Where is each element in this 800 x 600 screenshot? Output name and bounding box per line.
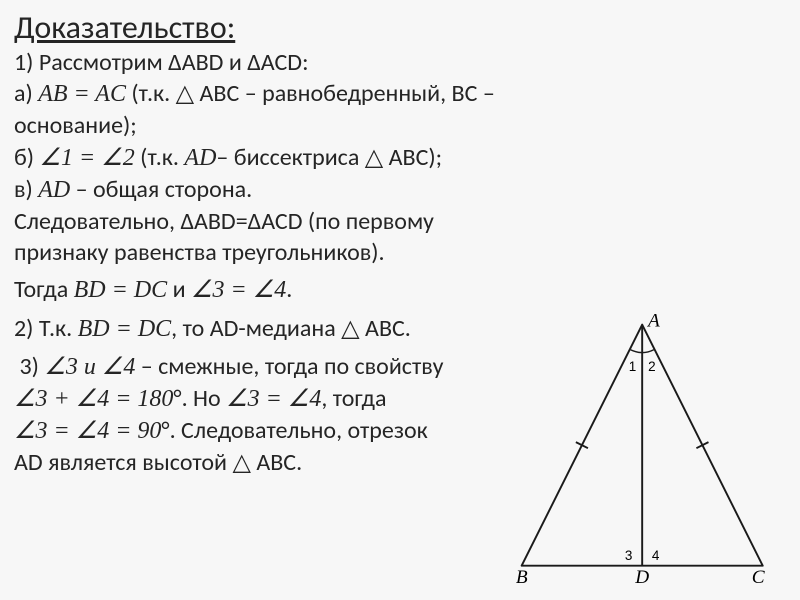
s3-l3-deg: ° xyxy=(161,416,169,445)
b-ad: AD xyxy=(184,145,216,171)
s3-l4-a: AD является высотой xyxy=(14,448,232,477)
s2-eq: BD = DC xyxy=(78,316,172,342)
svg-text:A: A xyxy=(646,314,660,332)
svg-text:3: 3 xyxy=(625,548,633,563)
step3-l3: ∠3 = ∠4 = 90°. Следовательно, отрезок xyxy=(14,415,534,447)
line-a2: основание); xyxy=(14,110,786,141)
s3-l2-end: , тогда xyxy=(321,384,386,413)
svg-text:D: D xyxy=(634,567,649,586)
triangle-figure: A B C D 12 3 4 xyxy=(512,314,782,586)
c-prefix: в) xyxy=(14,175,38,204)
a-tri: △ xyxy=(176,80,194,107)
s2-after: , то AD-медиана xyxy=(171,314,341,343)
concl1: Следовательно, ΔABD=ΔACD (по первому xyxy=(14,206,786,237)
svg-text:B: B xyxy=(516,567,528,586)
s3-l2-mid: . Но xyxy=(182,384,227,413)
c-after: – общая сторона. xyxy=(70,175,252,204)
b-mid: (т.к. xyxy=(135,143,185,172)
s3-prefix: 3) xyxy=(19,352,44,381)
then-eq1: BD = DC xyxy=(74,277,168,303)
b-after: – биссектриса xyxy=(216,143,364,172)
a-after: ABC – равнобедренный, BC – xyxy=(194,79,495,108)
s2-end: ABC. xyxy=(360,314,411,343)
b-end: ABC); xyxy=(383,143,442,172)
svg-text:4: 4 xyxy=(652,548,660,563)
concl2: признаку равенства треугольников). xyxy=(14,237,786,268)
s3-l2-eq2: ∠3 = ∠4 xyxy=(226,386,321,412)
s3-l3-eq: ∠3 = ∠4 = 90 xyxy=(14,418,161,444)
svg-text:2: 2 xyxy=(648,359,656,374)
a-prefix: а) xyxy=(14,79,38,108)
proof-page: { "title": "Доказательство:", "step1_int… xyxy=(0,0,800,600)
c-ad: AD xyxy=(38,177,70,203)
line-a1: а) AB = AC (т.к. △ ABC – равнобедренный,… xyxy=(14,78,786,110)
s2-prefix: 2) Т.к. xyxy=(14,314,78,343)
step3-l4: AD является высотой △ ABC. xyxy=(14,447,534,478)
s3-ang: ∠3 и ∠4 xyxy=(44,354,135,380)
s3-l2-eq1: ∠3 + ∠4 = 180 xyxy=(14,386,173,412)
svg-text:1: 1 xyxy=(629,359,637,374)
line-then: Тогда BD = DC и ∠3 = ∠4. xyxy=(14,274,786,306)
step1-intro: 1) Рассмотрим ΔABD и ΔACD: xyxy=(14,47,786,78)
step3-l1: 3) ∠3 и ∠4 – смежные, тогда по свойству xyxy=(14,351,534,383)
proof-title: Доказательство: xyxy=(14,8,786,47)
then-prefix: Тогда xyxy=(14,275,74,304)
b-eq: ∠1 = ∠2 xyxy=(40,145,135,171)
s3-l3-after: . Следовательно, отрезок xyxy=(170,416,428,445)
s3-l2-deg: ° xyxy=(173,384,181,413)
a-eq: AB = AC xyxy=(38,81,126,107)
s3-l4-tri: △ xyxy=(232,449,250,476)
line-b: б) ∠1 = ∠2 (т.к. AD– биссектриса △ ABC); xyxy=(14,142,786,174)
b-tri: △ xyxy=(365,144,383,171)
s2-tri: △ xyxy=(341,315,359,342)
b-prefix: б) xyxy=(14,143,40,172)
s3-l4-end: ABC. xyxy=(251,448,302,477)
then-end: . xyxy=(286,275,292,304)
line-c: в) AD – общая сторона. xyxy=(14,174,786,206)
then-mid: и xyxy=(167,275,191,304)
s3-after: – смежные, тогда по свойству xyxy=(135,352,443,381)
triangle-svg: A B C D 12 3 4 xyxy=(512,314,782,586)
then-eq2: ∠3 = ∠4 xyxy=(191,277,286,303)
step3-l2: ∠3 + ∠4 = 180°. Но ∠3 = ∠4, тогда xyxy=(14,383,534,415)
svg-text:C: C xyxy=(752,567,766,586)
a-mid: (т.к. xyxy=(126,79,176,108)
